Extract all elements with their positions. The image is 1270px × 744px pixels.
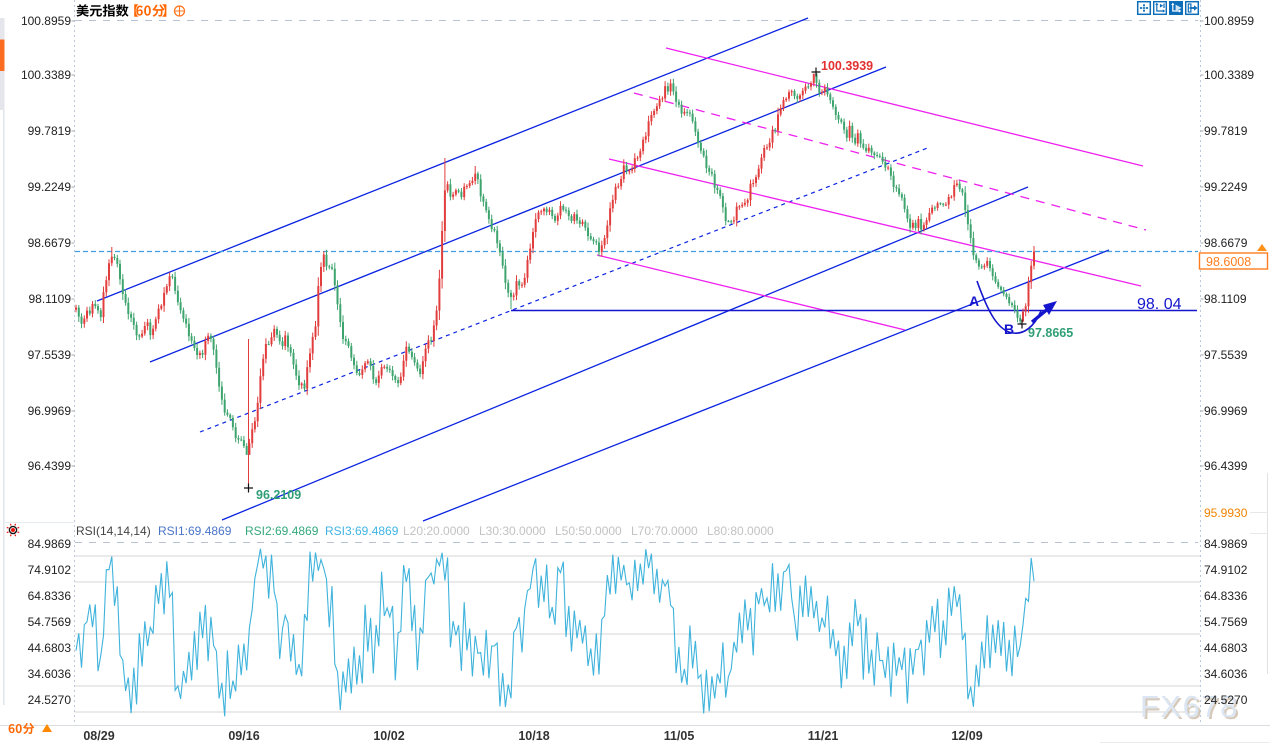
svg-text:98. 04: 98. 04 — [1137, 296, 1182, 313]
svg-text:54.7569: 54.7569 — [1204, 615, 1248, 629]
svg-text:98.6679: 98.6679 — [28, 236, 72, 250]
svg-text:L80:80.0000: L80:80.0000 — [707, 524, 774, 538]
svg-text:100.8959: 100.8959 — [21, 14, 71, 28]
svg-text:99.7819: 99.7819 — [1204, 124, 1248, 138]
svg-text:09/16: 09/16 — [228, 729, 259, 743]
svg-text:84.9869: 84.9869 — [28, 537, 72, 551]
svg-text:100.3389: 100.3389 — [21, 68, 71, 82]
svg-text:98.6679: 98.6679 — [1204, 236, 1248, 250]
svg-text:L70:70.0000: L70:70.0000 — [631, 524, 698, 538]
svg-text:98.6008: 98.6008 — [1206, 255, 1251, 269]
svg-text:FX678: FX678 — [1142, 691, 1241, 726]
svg-text:11/05: 11/05 — [664, 729, 695, 743]
svg-text:24.5270: 24.5270 — [1204, 693, 1248, 707]
svg-text:L20:20.0000: L20:20.0000 — [403, 524, 470, 538]
svg-text:97.5539: 97.5539 — [28, 348, 72, 362]
svg-text:L50:50.0000: L50:50.0000 — [555, 524, 622, 538]
svg-text:95.9930: 95.9930 — [1204, 506, 1248, 520]
svg-text:64.8336: 64.8336 — [28, 589, 72, 603]
svg-text:74.9102: 74.9102 — [28, 563, 72, 577]
svg-text:24.5270: 24.5270 — [28, 693, 72, 707]
svg-text:96.9969: 96.9969 — [28, 404, 72, 418]
svg-text:11/21: 11/21 — [808, 729, 839, 743]
svg-text:96.2109: 96.2109 — [256, 488, 301, 502]
svg-text:84.9869: 84.9869 — [1204, 537, 1248, 551]
svg-text:08/29: 08/29 — [83, 729, 114, 743]
svg-text:44.6803: 44.6803 — [28, 641, 72, 655]
svg-text:100.8959: 100.8959 — [1204, 14, 1254, 28]
svg-text:98.1109: 98.1109 — [1204, 292, 1247, 306]
svg-text:RSI(14,14,14): RSI(14,14,14) — [76, 524, 151, 538]
svg-text:100.3939: 100.3939 — [821, 59, 873, 73]
svg-text:96.4399: 96.4399 — [1204, 459, 1248, 473]
svg-text:RSI2:69.4869: RSI2:69.4869 — [245, 524, 319, 538]
svg-text:99.7819: 99.7819 — [28, 124, 72, 138]
svg-text:B: B — [1004, 321, 1014, 337]
svg-text:34.6036: 34.6036 — [28, 667, 72, 681]
svg-text:12/09: 12/09 — [951, 729, 982, 743]
svg-text:34.6036: 34.6036 — [1204, 667, 1248, 681]
svg-text:100.3389: 100.3389 — [1204, 68, 1254, 82]
svg-text:RSI1:69.4869: RSI1:69.4869 — [158, 524, 232, 538]
svg-text:99.2249: 99.2249 — [28, 180, 72, 194]
svg-text:L30:30.0000: L30:30.0000 — [479, 524, 546, 538]
svg-text:RSI3:69.4869: RSI3:69.4869 — [325, 524, 399, 538]
svg-text:97.5539: 97.5539 — [1204, 348, 1248, 362]
svg-text:98.1109: 98.1109 — [29, 292, 72, 306]
svg-text:FX678: FX678 — [1140, 689, 1239, 724]
svg-text:96.4399: 96.4399 — [28, 459, 72, 473]
svg-text:97.8665: 97.8665 — [1028, 326, 1073, 340]
svg-text:74.9102: 74.9102 — [1204, 563, 1248, 577]
svg-text:54.7569: 54.7569 — [28, 615, 72, 629]
svg-text:64.8336: 64.8336 — [1204, 589, 1248, 603]
svg-text:A: A — [969, 293, 979, 309]
svg-text:99.2249: 99.2249 — [1204, 180, 1248, 194]
svg-text:96.9969: 96.9969 — [1204, 404, 1248, 418]
svg-text:10/18: 10/18 — [518, 729, 549, 743]
svg-text:44.6803: 44.6803 — [1204, 641, 1248, 655]
svg-text:10/02: 10/02 — [373, 729, 404, 743]
